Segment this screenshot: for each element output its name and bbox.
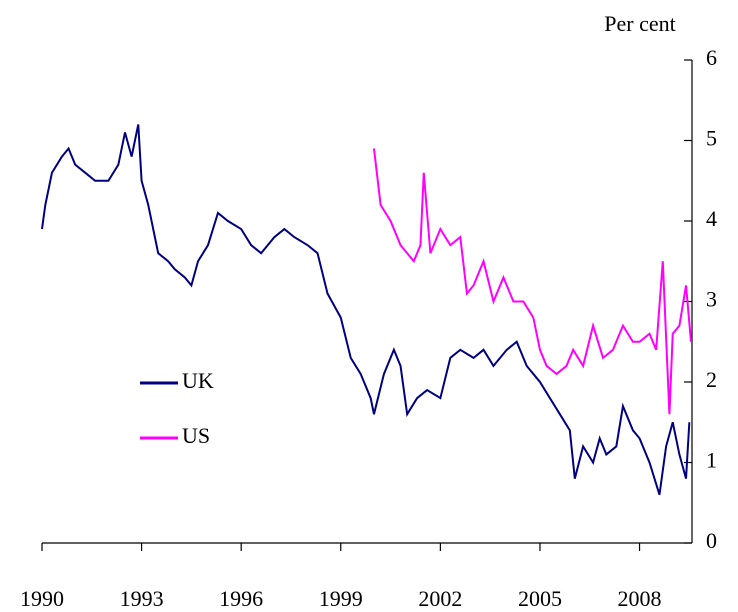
x-tick-label: 1996 xyxy=(219,586,263,611)
y-tick-label: 0 xyxy=(706,528,717,553)
x-tick-label: 2005 xyxy=(518,586,562,611)
legend-label: US xyxy=(182,423,210,448)
y-tick-label: 6 xyxy=(706,45,717,70)
y-tick-label: 5 xyxy=(706,126,717,151)
x-tick-label: 2002 xyxy=(418,586,462,611)
y-tick-label: 2 xyxy=(706,367,717,392)
legend-label: UK xyxy=(182,368,214,393)
y-tick-label: 3 xyxy=(706,287,717,312)
y-tick-label: 4 xyxy=(706,206,717,231)
x-tick-label: 2008 xyxy=(618,586,662,611)
x-tick-label: 1993 xyxy=(120,586,164,611)
line-series xyxy=(41,124,691,495)
x-tick-label: 1999 xyxy=(319,586,363,611)
line-series xyxy=(372,148,693,415)
y-axis-label: Per cent xyxy=(604,11,675,36)
y-tick-label: 1 xyxy=(706,448,717,473)
x-tick-label: 1990 xyxy=(20,586,64,611)
